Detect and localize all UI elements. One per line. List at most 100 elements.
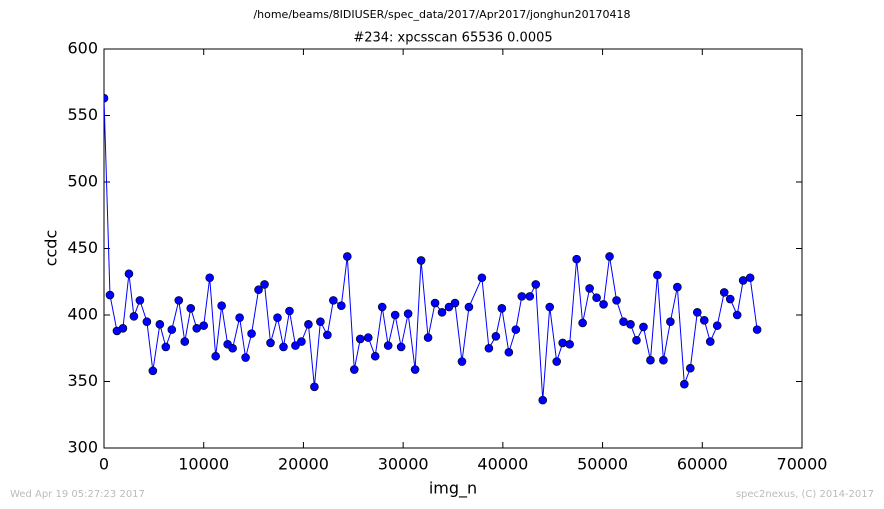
- data-point: [403, 309, 413, 318]
- data-point: [437, 308, 447, 317]
- footer-left: Wed Apr 19 05:27:23 2017: [10, 489, 145, 500]
- data-point: [599, 300, 608, 309]
- data-point: [692, 308, 702, 317]
- data-point: [291, 341, 300, 350]
- data-point: [118, 323, 128, 333]
- data-point: [349, 365, 359, 374]
- data-point: [199, 321, 209, 330]
- data-point: [416, 256, 426, 265]
- data-point: [531, 280, 541, 289]
- data-point: [343, 252, 352, 261]
- data-point: [639, 322, 648, 332]
- data-point: [699, 316, 709, 325]
- data-point: [167, 325, 177, 334]
- data-point: [310, 382, 319, 392]
- x-tick-label: 30000: [378, 455, 429, 474]
- data-point: [732, 310, 742, 320]
- suptitle: /home/beams/8IDIUSER/spec_data/2017/Apr2…: [253, 8, 630, 21]
- data-point: [377, 302, 387, 312]
- data-point: [161, 342, 171, 352]
- data-point: [304, 320, 313, 329]
- plot-area: [103, 48, 803, 449]
- y-tick-label: 300: [67, 438, 98, 457]
- data-point: [396, 342, 406, 352]
- data-point: [752, 325, 762, 334]
- footer-right: spec2nexus, (C) 2014-2017: [736, 489, 874, 500]
- data-point: [525, 292, 535, 301]
- data-point: [565, 339, 574, 349]
- data-point: [241, 353, 250, 362]
- data-point: [444, 302, 454, 312]
- x-axis-label: img_n: [429, 479, 477, 499]
- data-point: [104, 93, 109, 103]
- data-point: [572, 254, 581, 264]
- data-point: [297, 337, 306, 346]
- y-tick-label: 550: [67, 105, 98, 124]
- data-point: [337, 301, 346, 310]
- data-point: [673, 282, 682, 292]
- data-point: [497, 304, 507, 313]
- data-point: [266, 338, 275, 348]
- data-point: [142, 317, 152, 326]
- data-point: [477, 273, 487, 283]
- data-point: [383, 341, 393, 350]
- data-point: [105, 290, 115, 300]
- data-point: [254, 285, 263, 295]
- data-point: [538, 395, 548, 405]
- x-tick-label: 70000: [777, 455, 828, 474]
- data-point: [124, 269, 134, 279]
- data-point: [491, 331, 501, 341]
- x-tick-label: 40000: [477, 455, 528, 474]
- data-point: [605, 252, 614, 261]
- y-tick-label: 500: [67, 172, 98, 191]
- data-point: [186, 304, 196, 313]
- data-point: [484, 343, 494, 353]
- data-point: [148, 366, 158, 376]
- data-point: [260, 280, 269, 289]
- data-point: [578, 318, 587, 328]
- y-tick-label: 350: [67, 371, 98, 390]
- data-point: [464, 302, 474, 312]
- y-tick-label: 450: [67, 238, 98, 257]
- data-point: [235, 313, 244, 322]
- y-tick-label: 600: [67, 39, 98, 58]
- data-point: [745, 273, 755, 283]
- data-point: [180, 337, 190, 346]
- data-point: [653, 270, 662, 280]
- data-point: [511, 325, 521, 334]
- data-point: [646, 355, 655, 365]
- data-point: [247, 329, 256, 338]
- data-point: [430, 298, 440, 308]
- data-point: [273, 313, 282, 322]
- data-point: [725, 294, 735, 304]
- data-point: [517, 292, 527, 301]
- data-point: [450, 298, 460, 308]
- data-point: [155, 320, 165, 329]
- data-point: [686, 363, 695, 373]
- x-tick-label: 60000: [677, 455, 728, 474]
- data-point: [592, 293, 601, 303]
- data-point: [205, 273, 214, 283]
- x-tick-label: 10000: [178, 455, 229, 474]
- data-point: [545, 302, 555, 312]
- data-point: [585, 284, 594, 293]
- data-point: [390, 310, 400, 320]
- data-point: [504, 347, 514, 357]
- data-point: [323, 330, 332, 340]
- data-point: [719, 288, 729, 297]
- data-point: [279, 342, 288, 352]
- data-point: [355, 334, 365, 344]
- data-point: [410, 365, 420, 374]
- chart-title: #234: xpcsscan 65536 0.0005: [353, 31, 552, 46]
- data-point: [370, 351, 380, 361]
- data-point: [552, 357, 562, 366]
- x-tick-label: 20000: [278, 455, 329, 474]
- data-point: [626, 320, 635, 329]
- data-point: [612, 296, 621, 305]
- data-point: [712, 321, 722, 330]
- data-point: [632, 335, 641, 345]
- data-point: [285, 306, 294, 316]
- data-point: [211, 351, 220, 361]
- x-tick-label: 0: [99, 455, 109, 474]
